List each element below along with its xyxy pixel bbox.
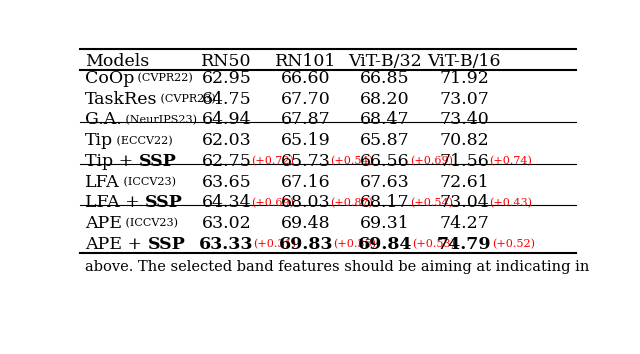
Text: 72.61: 72.61 bbox=[440, 173, 489, 190]
Text: 73.04: 73.04 bbox=[440, 194, 489, 211]
Text: Models: Models bbox=[85, 53, 149, 70]
Text: 73.40: 73.40 bbox=[440, 112, 489, 129]
Text: 68.03: 68.03 bbox=[281, 194, 330, 211]
Text: (ECCV22): (ECCV22) bbox=[113, 136, 173, 146]
Text: LFA +: LFA + bbox=[85, 194, 145, 211]
Text: (+0.31): (+0.31) bbox=[253, 239, 296, 249]
Text: 67.16: 67.16 bbox=[281, 173, 330, 190]
Text: 66.85: 66.85 bbox=[360, 70, 410, 87]
Text: 71.92: 71.92 bbox=[440, 70, 490, 87]
Text: 69.83: 69.83 bbox=[278, 236, 333, 253]
Text: (+0.54): (+0.54) bbox=[410, 198, 453, 208]
Text: Tip: Tip bbox=[85, 132, 113, 149]
Text: LFA: LFA bbox=[85, 173, 120, 190]
Text: (+0.69): (+0.69) bbox=[251, 198, 294, 208]
Text: 66.56: 66.56 bbox=[360, 153, 410, 170]
Text: TaskRes: TaskRes bbox=[85, 91, 157, 108]
Text: ViT-B/16: ViT-B/16 bbox=[428, 53, 501, 70]
Text: (+0.35): (+0.35) bbox=[333, 239, 376, 249]
Text: above. The selected band features should be aiming at indicating in: above. The selected band features should… bbox=[85, 260, 589, 274]
Text: 68.17: 68.17 bbox=[360, 194, 410, 211]
Text: (CVPR22): (CVPR22) bbox=[134, 73, 193, 84]
Text: SSP: SSP bbox=[145, 194, 183, 211]
Text: APE: APE bbox=[85, 215, 122, 232]
Text: RN50: RN50 bbox=[201, 53, 252, 70]
Text: (+0.69): (+0.69) bbox=[410, 156, 453, 166]
Text: (+0.74): (+0.74) bbox=[489, 156, 532, 166]
Text: 74.79: 74.79 bbox=[437, 236, 492, 253]
Text: 65.19: 65.19 bbox=[281, 132, 330, 149]
Text: CoOp: CoOp bbox=[85, 70, 134, 87]
Text: 71.56: 71.56 bbox=[440, 153, 489, 170]
Text: 62.03: 62.03 bbox=[202, 132, 251, 149]
Text: (NeurIPS23): (NeurIPS23) bbox=[122, 115, 196, 125]
Text: 68.20: 68.20 bbox=[360, 91, 410, 108]
Text: RN101: RN101 bbox=[275, 53, 337, 70]
Text: 64.34: 64.34 bbox=[202, 194, 251, 211]
Text: APE +: APE + bbox=[85, 236, 148, 253]
Text: 62.95: 62.95 bbox=[202, 70, 252, 87]
Text: 65.87: 65.87 bbox=[360, 132, 410, 149]
Text: 65.73: 65.73 bbox=[281, 153, 331, 170]
Text: 67.63: 67.63 bbox=[360, 173, 410, 190]
Text: 64.94: 64.94 bbox=[202, 112, 251, 129]
Text: Tip +: Tip + bbox=[85, 153, 139, 170]
Text: (+0.72): (+0.72) bbox=[252, 156, 294, 166]
Text: (ICCV23): (ICCV23) bbox=[120, 177, 175, 187]
Text: 67.87: 67.87 bbox=[281, 112, 330, 129]
Text: 74.27: 74.27 bbox=[440, 215, 490, 232]
Text: 73.07: 73.07 bbox=[440, 91, 490, 108]
Text: (ICCV23): (ICCV23) bbox=[122, 218, 178, 229]
Text: (+0.53): (+0.53) bbox=[412, 239, 455, 249]
Text: 69.48: 69.48 bbox=[281, 215, 330, 232]
Text: SSP: SSP bbox=[148, 236, 186, 253]
Text: 63.65: 63.65 bbox=[202, 173, 251, 190]
Text: (+0.52): (+0.52) bbox=[492, 239, 534, 249]
Text: 63.33: 63.33 bbox=[199, 236, 253, 253]
Text: 70.82: 70.82 bbox=[440, 132, 489, 149]
Text: 69.31: 69.31 bbox=[360, 215, 410, 232]
Text: (+0.54): (+0.54) bbox=[331, 156, 374, 166]
Text: 67.70: 67.70 bbox=[281, 91, 330, 108]
Text: 66.60: 66.60 bbox=[281, 70, 330, 87]
Text: (+0.43): (+0.43) bbox=[489, 198, 532, 208]
Text: 68.47: 68.47 bbox=[360, 112, 410, 129]
Text: (+0.87): (+0.87) bbox=[330, 198, 373, 208]
Text: 64.75: 64.75 bbox=[202, 91, 251, 108]
Text: 62.75: 62.75 bbox=[202, 153, 252, 170]
Text: 63.02: 63.02 bbox=[202, 215, 251, 232]
Text: (CVPR23): (CVPR23) bbox=[157, 94, 216, 104]
Text: 69.84: 69.84 bbox=[358, 236, 412, 253]
Text: ViT-B/32: ViT-B/32 bbox=[348, 53, 422, 70]
Text: SSP: SSP bbox=[139, 153, 177, 170]
Text: G.A.: G.A. bbox=[85, 112, 122, 129]
